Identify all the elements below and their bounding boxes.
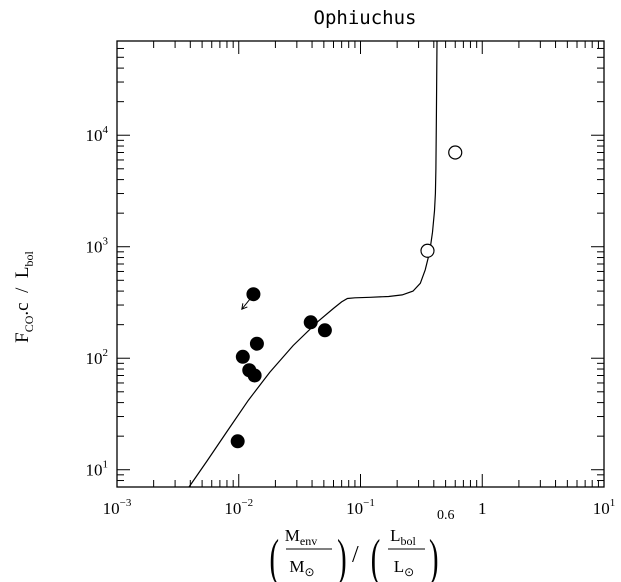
y-axis-label: FCO.c / Lbol — [12, 251, 36, 343]
x-tick-label: 10−1 — [346, 497, 375, 518]
filled-data-point — [230, 434, 245, 449]
upper-limit-arrowhead — [241, 303, 248, 311]
xlabel-separator: / — [352, 542, 359, 568]
xlabel-den-1: M⊙ — [289, 557, 314, 579]
x-axis-label: ( Menv M⊙ ) / ( Lbol L⊙ ) 0.6 — [270, 508, 455, 582]
y-tick-label: 102 — [86, 347, 109, 368]
filled-data-point — [317, 323, 332, 338]
xlabel-left-paren: ( — [270, 530, 280, 582]
plot-frame — [116, 40, 605, 488]
ylabel-part1-sub: CO — [22, 315, 36, 332]
y-tick-label: 104 — [86, 124, 109, 145]
open-data-point — [420, 243, 435, 258]
xlabel-num-2: Lbol — [390, 526, 416, 548]
x-tick-label: 10−3 — [103, 497, 132, 518]
data-points-layer — [230, 145, 463, 449]
filled-data-point — [303, 315, 318, 330]
y-tick-label: 103 — [86, 236, 109, 257]
filled-data-point — [246, 287, 261, 302]
filled-data-point — [235, 349, 250, 364]
xlabel-num-1: Menv — [285, 526, 317, 548]
open-data-point — [448, 145, 463, 160]
axis-ticks — [116, 40, 604, 488]
xlabel-right-paren-2: ) — [429, 530, 439, 582]
svg-text:FCO.c / Lbol: FCO.c / Lbol — [12, 251, 36, 343]
ylabel-part2: .c / L — [12, 267, 33, 316]
x-tick-label: 101 — [593, 497, 616, 518]
model-curve-layer — [188, 40, 438, 488]
xlabel-left-paren-2: ( — [371, 530, 381, 582]
model-curve — [188, 40, 438, 488]
xlabel-exponent: 0.6 — [437, 508, 455, 523]
xlabel-den-2: L⊙ — [394, 557, 414, 579]
y-tick-label: 101 — [86, 459, 109, 480]
axis-tick-labels: 10−3 10−2 10−1 1 101 101 102 103 104 — [86, 124, 616, 518]
chart-title: Ophiuchus — [314, 7, 417, 29]
upper-limit-arrow — [241, 297, 251, 310]
filled-data-point — [247, 368, 262, 383]
filled-data-point — [249, 336, 264, 351]
xlabel-right-paren: ) — [337, 530, 347, 582]
x-tick-label: 1 — [478, 499, 487, 518]
ylabel-part2-sub: bol — [22, 251, 36, 267]
ylabel-part1: F — [12, 332, 33, 343]
x-tick-label: 10−2 — [224, 497, 253, 518]
